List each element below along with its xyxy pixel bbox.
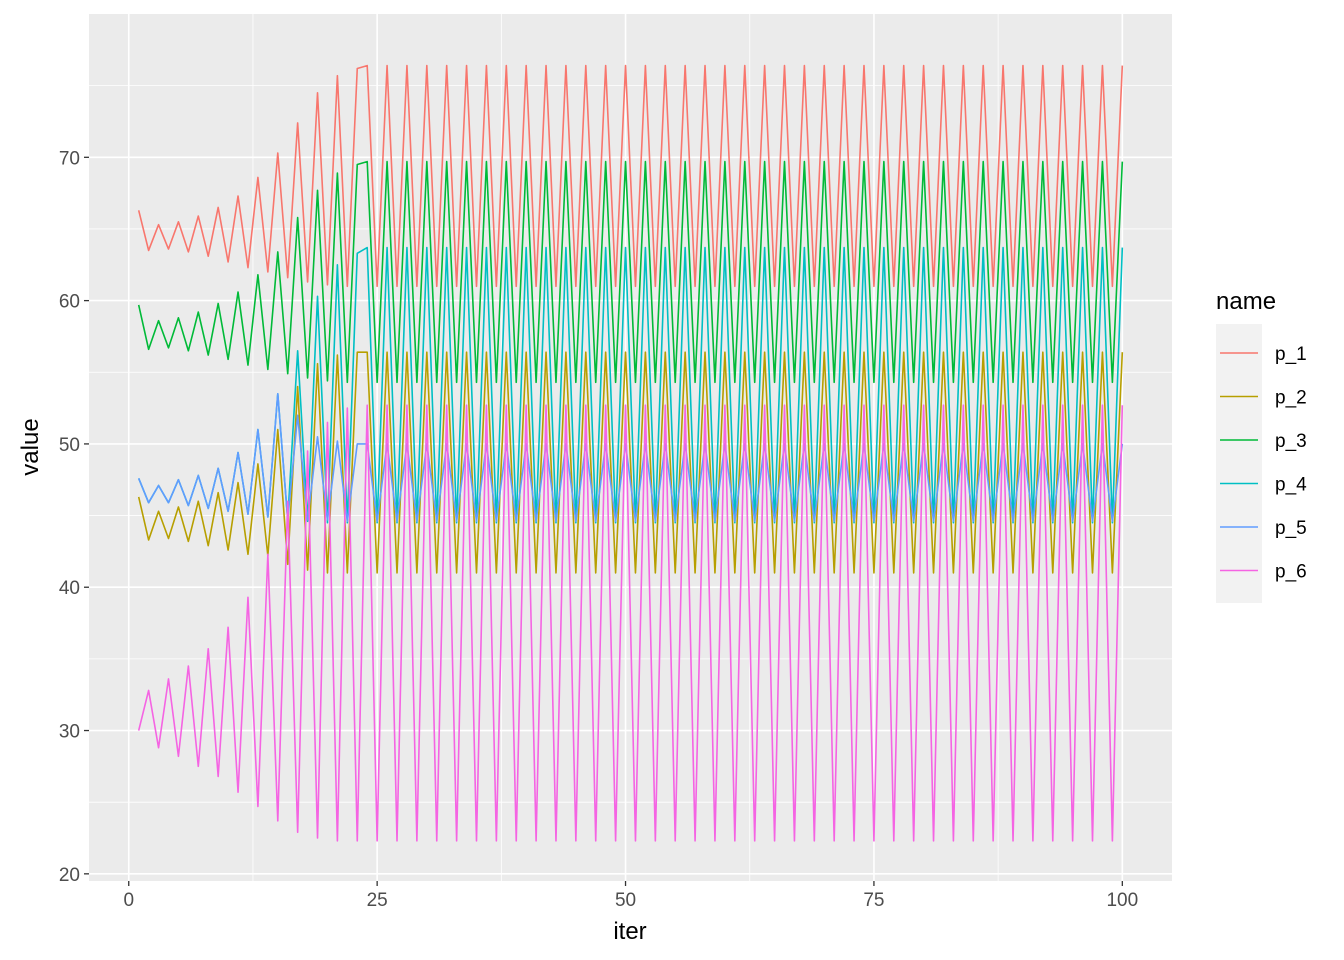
x-tick-label: 25 [367,890,388,911]
y-tick-label: 30 [59,722,80,743]
series-line-p-4 [137,246,1124,524]
legend: name p_1 p_2 p_3 p_4 p_5 p_6 [1216,288,1307,603]
y-tick-label: 40 [59,578,80,599]
x-tick-label: 100 [1106,890,1138,911]
x-tick-label: 0 [123,890,134,911]
legend-items: p_1 p_2 p_3 p_4 p_5 p_6 [1220,344,1307,583]
y-tick-label: 60 [59,292,80,313]
x-tick-label: 75 [863,890,884,911]
legend-title: name [1216,288,1276,315]
series-line-p-5 [137,392,1124,523]
series-line-p-6 [137,404,1124,842]
series-line-p-2 [137,351,1124,574]
series-line-p-3 [137,160,1124,384]
y-axis: 20 30 40 50 60 70 [59,148,89,886]
legend-label-p-2: p_2 [1275,388,1307,409]
series-line-p-1 [137,64,1124,288]
x-axis-title: iter [613,918,646,945]
y-axis-title: value [17,418,44,475]
x-tick-label: 50 [615,890,636,911]
x-axis: 0 25 50 75 100 [123,881,1138,911]
legend-label-p-1: p_1 [1275,344,1307,365]
legend-label-p-6: p_6 [1275,562,1307,583]
legend-key-background [1216,324,1262,603]
y-tick-label: 20 [59,865,80,886]
legend-label-p-3: p_3 [1275,431,1307,452]
legend-label-p-5: p_5 [1275,518,1307,539]
y-tick-label: 70 [59,148,80,169]
y-tick-label: 50 [59,435,80,456]
series-layer [137,64,1124,842]
legend-label-p-4: p_4 [1275,475,1307,496]
